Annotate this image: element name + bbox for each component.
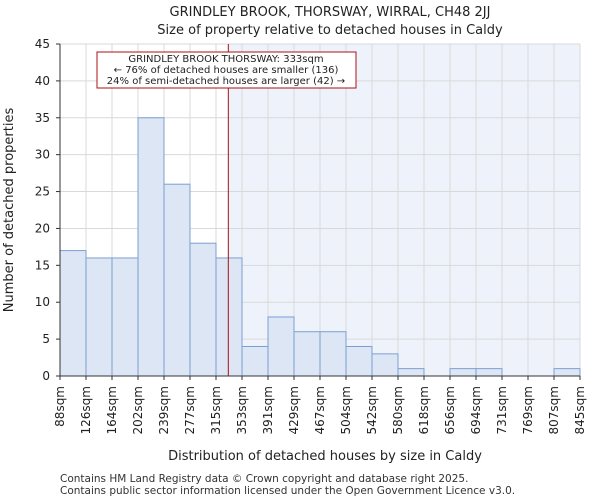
x-tick-label: 391sqm	[261, 386, 275, 434]
histogram-bar	[241, 345, 269, 377]
histogram-bar	[449, 368, 477, 377]
plot-area: 0 5 10 15 20 25 30 35 40 45 88sqm 126sqm 164sqm 202sq…	[35, 37, 587, 434]
x-tick-label: 239sqm	[157, 386, 171, 434]
histogram-bar	[293, 331, 321, 377]
annotation-line-1: GRINDLEY BROOK THORSWAY: 333sqm	[128, 54, 323, 65]
histogram-bar	[397, 368, 425, 377]
y-tick-label: 25	[35, 185, 50, 199]
x-tick-label: 126sqm	[79, 386, 93, 434]
x-tick-label: 694sqm	[469, 386, 483, 434]
x-tick-label: 656sqm	[443, 386, 457, 434]
x-tick-label: 467sqm	[313, 386, 327, 434]
x-tick-label: 845sqm	[573, 386, 587, 434]
y-tick-label: 15	[35, 258, 50, 272]
annotation-line-3: 24% of semi-detached houses are larger (…	[107, 76, 345, 87]
x-tick-label: 807sqm	[547, 386, 561, 434]
y-tick-label: 20	[35, 221, 50, 235]
x-tick-label: 164sqm	[105, 386, 119, 434]
x-tick-label: 504sqm	[339, 386, 353, 434]
histogram-bar	[59, 250, 87, 377]
x-tick-label: 429sqm	[287, 386, 301, 434]
histogram-bar	[475, 368, 503, 377]
footer-copyright: Contains HM Land Registry data © Crown c…	[60, 473, 469, 485]
histogram-bar	[137, 117, 165, 377]
x-tick-label: 277sqm	[183, 386, 197, 434]
y-tick-label: 35	[35, 111, 50, 125]
histogram-bar	[319, 331, 347, 377]
x-tick-label: 580sqm	[391, 386, 405, 434]
annotation-line-2: ← 76% of detached houses are smaller (13…	[114, 65, 339, 76]
x-tick-label: 202sqm	[131, 386, 145, 434]
y-tick-label: 30	[35, 148, 50, 162]
histogram-bar	[267, 316, 295, 377]
y-tick-label: 5	[42, 332, 50, 346]
histogram-bar	[111, 257, 139, 377]
histogram-bar	[85, 257, 113, 377]
x-tick-label: 618sqm	[417, 386, 431, 434]
histogram-bar	[163, 183, 191, 377]
x-tick-label: 769sqm	[521, 386, 535, 434]
x-tick-label: 353sqm	[235, 386, 249, 434]
x-tick-label: 542sqm	[365, 386, 379, 434]
y-tick-label: 0	[42, 369, 50, 383]
x-tick-label: 315sqm	[209, 386, 223, 434]
histogram-bar	[345, 345, 373, 377]
y-tick-label: 10	[35, 295, 50, 309]
y-tick-label: 40	[35, 74, 50, 88]
x-axis-label: Distribution of detached houses by size …	[168, 449, 482, 464]
x-tick-label: 731sqm	[495, 386, 509, 434]
histogram-bar	[371, 353, 399, 377]
chart-subtitle: Size of property relative to detached ho…	[157, 23, 503, 38]
y-axis-label: Number of detached properties	[2, 108, 17, 313]
histogram-bar	[189, 242, 217, 377]
footer-licence: Contains public sector information licen…	[60, 485, 516, 497]
histogram-bar	[553, 368, 581, 377]
x-tick-label: 88sqm	[53, 386, 67, 427]
histogram-bar	[215, 257, 243, 377]
annotation-box	[96, 51, 357, 89]
y-tick-label: 45	[35, 37, 50, 51]
chart-title: GRINDLEY BROOK, THORSWAY, WIRRAL, CH48 2…	[170, 5, 491, 20]
